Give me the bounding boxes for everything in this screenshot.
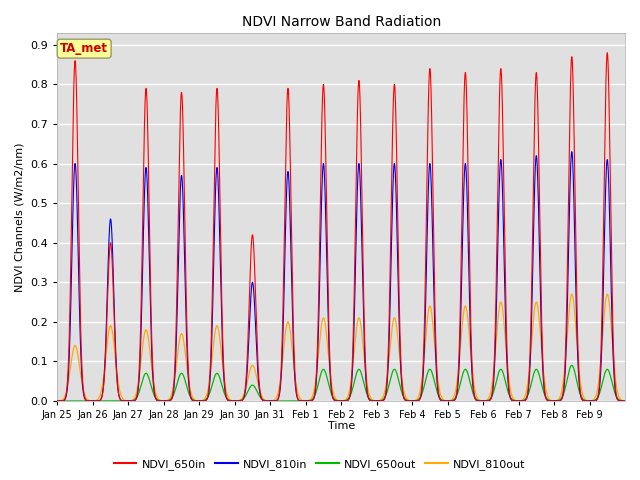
Legend: NDVI_650in, NDVI_810in, NDVI_650out, NDVI_810out: NDVI_650in, NDVI_810in, NDVI_650out, NDV… [110,455,530,474]
Title: NDVI Narrow Band Radiation: NDVI Narrow Band Radiation [241,15,441,29]
Y-axis label: NDVI Channels (W/m2/nm): NDVI Channels (W/m2/nm) [15,142,25,292]
Text: TA_met: TA_met [60,42,108,55]
X-axis label: Time: Time [328,421,355,432]
